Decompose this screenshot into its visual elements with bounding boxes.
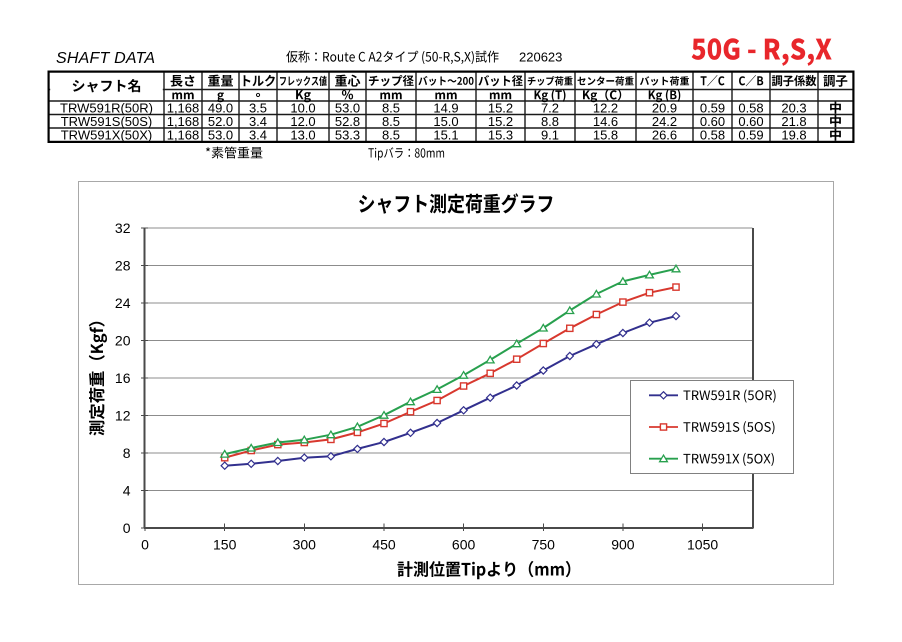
svg-text:15.3: 15.3 <box>488 127 513 142</box>
svg-text:53.0: 53.0 <box>335 100 360 115</box>
svg-text:8.8: 8.8 <box>541 114 559 129</box>
svg-text:15.2: 15.2 <box>488 114 513 129</box>
svg-text:28: 28 <box>115 258 131 274</box>
svg-text:8.5: 8.5 <box>382 114 400 129</box>
svg-text:0: 0 <box>141 537 149 553</box>
svg-text:14.6: 14.6 <box>593 114 618 129</box>
svg-text:9.1: 9.1 <box>541 127 559 142</box>
svg-text:0.58: 0.58 <box>738 100 763 115</box>
svg-text:0: 0 <box>123 520 131 536</box>
svg-text:1,168: 1,168 <box>167 100 200 115</box>
svg-text:450: 450 <box>372 537 396 553</box>
svg-text:TRW591S(50S): TRW591S(50S) <box>61 114 153 129</box>
svg-text:TRW591R(50R): TRW591R(50R) <box>60 100 153 115</box>
svg-text:1,168: 1,168 <box>167 114 200 129</box>
svg-text:0.58: 0.58 <box>700 127 725 142</box>
svg-text:12: 12 <box>115 408 131 424</box>
svg-text:0.59: 0.59 <box>738 127 763 142</box>
svg-text:SHAFT DATA: SHAFT DATA <box>56 50 155 67</box>
svg-text:4: 4 <box>123 483 131 499</box>
svg-text:12.2: 12.2 <box>593 100 618 115</box>
svg-text:3.5: 3.5 <box>249 100 267 115</box>
svg-text:7.2: 7.2 <box>541 100 559 115</box>
svg-text:52.8: 52.8 <box>335 114 360 129</box>
svg-text:53.3: 53.3 <box>335 127 360 142</box>
svg-text:49.0: 49.0 <box>208 100 233 115</box>
svg-text:26.6: 26.6 <box>652 127 677 142</box>
svg-text:21.8: 21.8 <box>781 114 806 129</box>
svg-text:0.60: 0.60 <box>738 114 763 129</box>
svg-text:900: 900 <box>611 537 635 553</box>
svg-text:150: 150 <box>213 537 237 553</box>
svg-text:3.4: 3.4 <box>249 114 267 129</box>
svg-text:220623: 220623 <box>519 50 562 65</box>
svg-text:24.2: 24.2 <box>652 114 677 129</box>
svg-text:750: 750 <box>532 537 556 553</box>
svg-text:24: 24 <box>115 295 131 311</box>
svg-text:32: 32 <box>115 220 131 236</box>
svg-text:20.9: 20.9 <box>652 100 677 115</box>
svg-text:20: 20 <box>115 333 131 349</box>
svg-text:20.3: 20.3 <box>781 100 806 115</box>
svg-text:19.8: 19.8 <box>781 127 806 142</box>
svg-text:8.5: 8.5 <box>382 100 400 115</box>
svg-text:3.4: 3.4 <box>249 127 267 142</box>
svg-text:1050: 1050 <box>687 537 718 553</box>
svg-text:600: 600 <box>452 537 476 553</box>
svg-text:15.2: 15.2 <box>488 100 513 115</box>
svg-text:12.0: 12.0 <box>290 114 315 129</box>
svg-text:0.59: 0.59 <box>700 100 725 115</box>
svg-text:14.9: 14.9 <box>433 100 458 115</box>
svg-text:1,168: 1,168 <box>167 127 200 142</box>
svg-text:8.5: 8.5 <box>382 127 400 142</box>
svg-text:16: 16 <box>115 370 131 386</box>
svg-text:15.8: 15.8 <box>593 127 618 142</box>
svg-text:8: 8 <box>123 445 131 461</box>
svg-text:300: 300 <box>293 537 317 553</box>
svg-text:15.1: 15.1 <box>433 127 458 142</box>
svg-text:52.0: 52.0 <box>208 114 233 129</box>
svg-text:0.60: 0.60 <box>700 114 725 129</box>
svg-text:13.0: 13.0 <box>290 127 315 142</box>
svg-text:10.0: 10.0 <box>290 100 315 115</box>
svg-text:53.0: 53.0 <box>208 127 233 142</box>
svg-text:TRW591X(50X): TRW591X(50X) <box>61 127 153 142</box>
svg-text:15.0: 15.0 <box>433 114 458 129</box>
